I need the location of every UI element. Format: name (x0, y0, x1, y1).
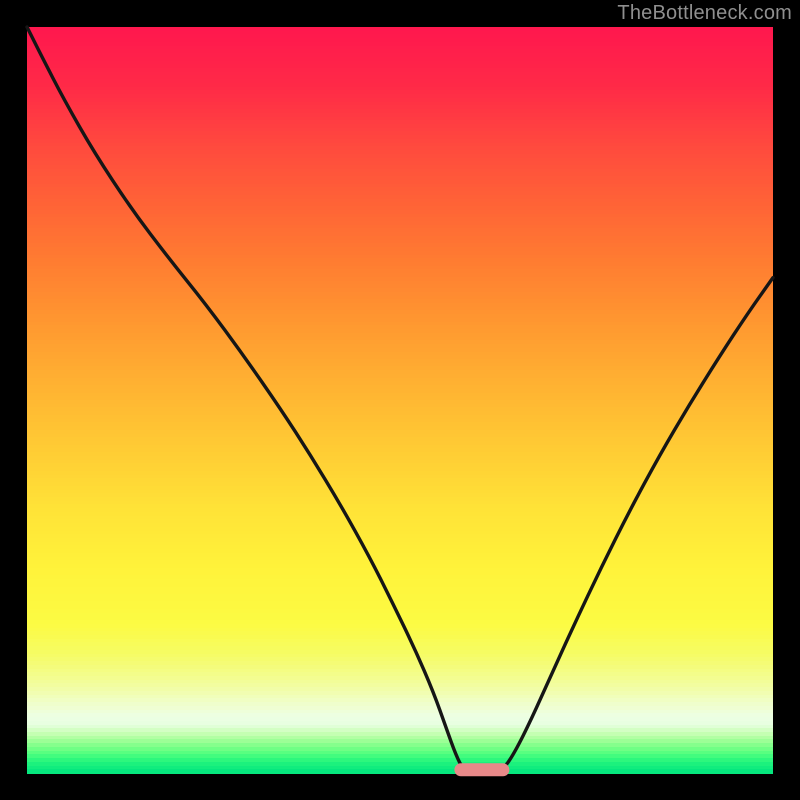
chart-frame: TheBottleneck.com (0, 0, 800, 800)
bottleneck-curve (27, 27, 773, 773)
curve-layer (27, 27, 773, 773)
watermark-text: TheBottleneck.com (617, 2, 792, 25)
bottleneck-marker (454, 763, 509, 776)
plot-area (27, 27, 773, 773)
